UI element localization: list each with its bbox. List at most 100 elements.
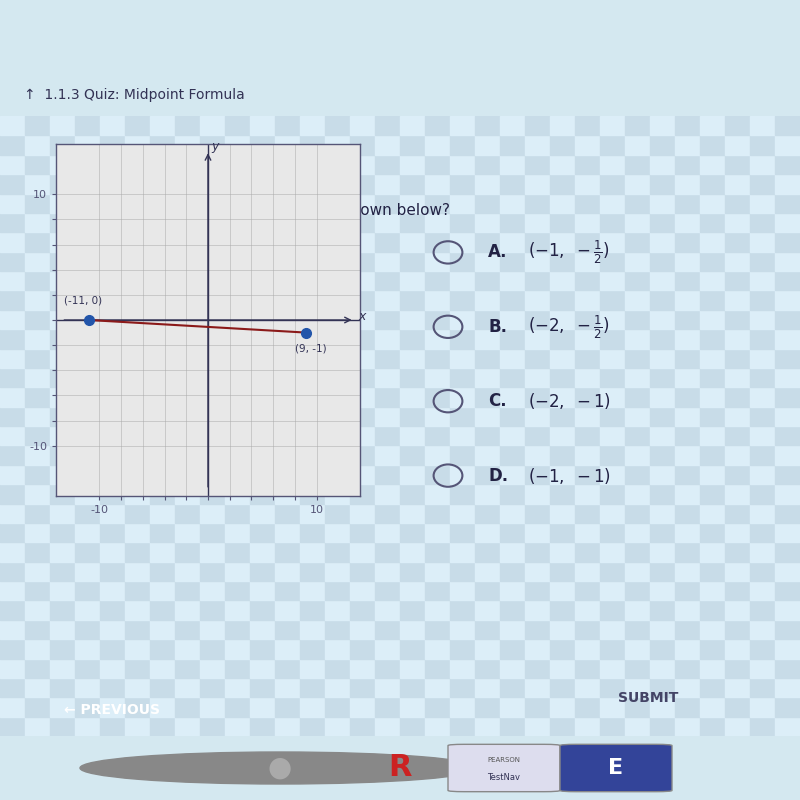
- Bar: [600, 135, 625, 154]
- Bar: [225, 387, 250, 406]
- Bar: [400, 717, 425, 736]
- Bar: [0, 658, 25, 678]
- Bar: [275, 503, 300, 523]
- Bar: [300, 426, 325, 446]
- Bar: [125, 465, 150, 484]
- Bar: [425, 542, 450, 562]
- Bar: [375, 252, 400, 271]
- Bar: [550, 465, 575, 484]
- Bar: [225, 310, 250, 329]
- Bar: [325, 523, 350, 542]
- Bar: [725, 620, 750, 639]
- Bar: [400, 542, 425, 562]
- Bar: [475, 446, 500, 465]
- Bar: [750, 406, 775, 426]
- Bar: [200, 252, 225, 271]
- Bar: [475, 329, 500, 349]
- Bar: [75, 542, 100, 562]
- Bar: [325, 620, 350, 639]
- Bar: [325, 581, 350, 600]
- Bar: [700, 194, 725, 213]
- Bar: [450, 503, 475, 523]
- Bar: [350, 600, 375, 620]
- Bar: [675, 271, 700, 290]
- Bar: [375, 271, 400, 290]
- Bar: [600, 387, 625, 406]
- Bar: [525, 678, 550, 698]
- Bar: [650, 174, 675, 194]
- Bar: [300, 658, 325, 678]
- Bar: [50, 562, 75, 581]
- Bar: [0, 717, 25, 736]
- Bar: [250, 290, 275, 310]
- Bar: [275, 252, 300, 271]
- Bar: [750, 484, 775, 503]
- Bar: [150, 194, 175, 213]
- Bar: [500, 310, 525, 329]
- Bar: [300, 213, 325, 232]
- Bar: [500, 194, 525, 213]
- Bar: [100, 639, 125, 658]
- Bar: [325, 213, 350, 232]
- Bar: [550, 213, 575, 232]
- Bar: [275, 116, 300, 135]
- Bar: [100, 658, 125, 678]
- Bar: [525, 484, 550, 503]
- Bar: [0, 639, 25, 658]
- Bar: [100, 698, 125, 717]
- Bar: [775, 135, 800, 154]
- Bar: [675, 194, 700, 213]
- Bar: [425, 446, 450, 465]
- Bar: [325, 426, 350, 446]
- Bar: [500, 562, 525, 581]
- Bar: [125, 252, 150, 271]
- Bar: [775, 116, 800, 135]
- Bar: [650, 252, 675, 271]
- Bar: [675, 135, 700, 154]
- Bar: [600, 523, 625, 542]
- Bar: [775, 503, 800, 523]
- Bar: [250, 698, 275, 717]
- Bar: [350, 116, 375, 135]
- Bar: [600, 717, 625, 736]
- Bar: [750, 562, 775, 581]
- Bar: [675, 600, 700, 620]
- Bar: [50, 194, 75, 213]
- Bar: [475, 600, 500, 620]
- Bar: [125, 446, 150, 465]
- Bar: [300, 406, 325, 426]
- Bar: [500, 620, 525, 639]
- Bar: [0, 135, 25, 154]
- Bar: [350, 154, 375, 174]
- Bar: [750, 503, 775, 523]
- Bar: [375, 135, 400, 154]
- Bar: [400, 698, 425, 717]
- Bar: [775, 174, 800, 194]
- Bar: [150, 387, 175, 406]
- Bar: [425, 232, 450, 252]
- Bar: [725, 310, 750, 329]
- Bar: [375, 329, 400, 349]
- Bar: [250, 542, 275, 562]
- Bar: [575, 116, 600, 135]
- Bar: [325, 639, 350, 658]
- Bar: [50, 329, 75, 349]
- Bar: [0, 194, 25, 213]
- Text: TestNav: TestNav: [487, 773, 521, 782]
- Bar: [75, 406, 100, 426]
- Bar: [275, 406, 300, 426]
- Bar: [750, 271, 775, 290]
- Bar: [750, 698, 775, 717]
- Bar: [125, 658, 150, 678]
- Bar: [225, 135, 250, 154]
- Bar: [200, 678, 225, 698]
- Bar: [350, 698, 375, 717]
- Bar: [300, 620, 325, 639]
- Bar: [375, 484, 400, 503]
- Bar: [750, 290, 775, 310]
- Bar: [250, 426, 275, 446]
- Bar: [275, 329, 300, 349]
- Bar: [550, 271, 575, 290]
- Bar: [175, 135, 200, 154]
- Bar: [550, 503, 575, 523]
